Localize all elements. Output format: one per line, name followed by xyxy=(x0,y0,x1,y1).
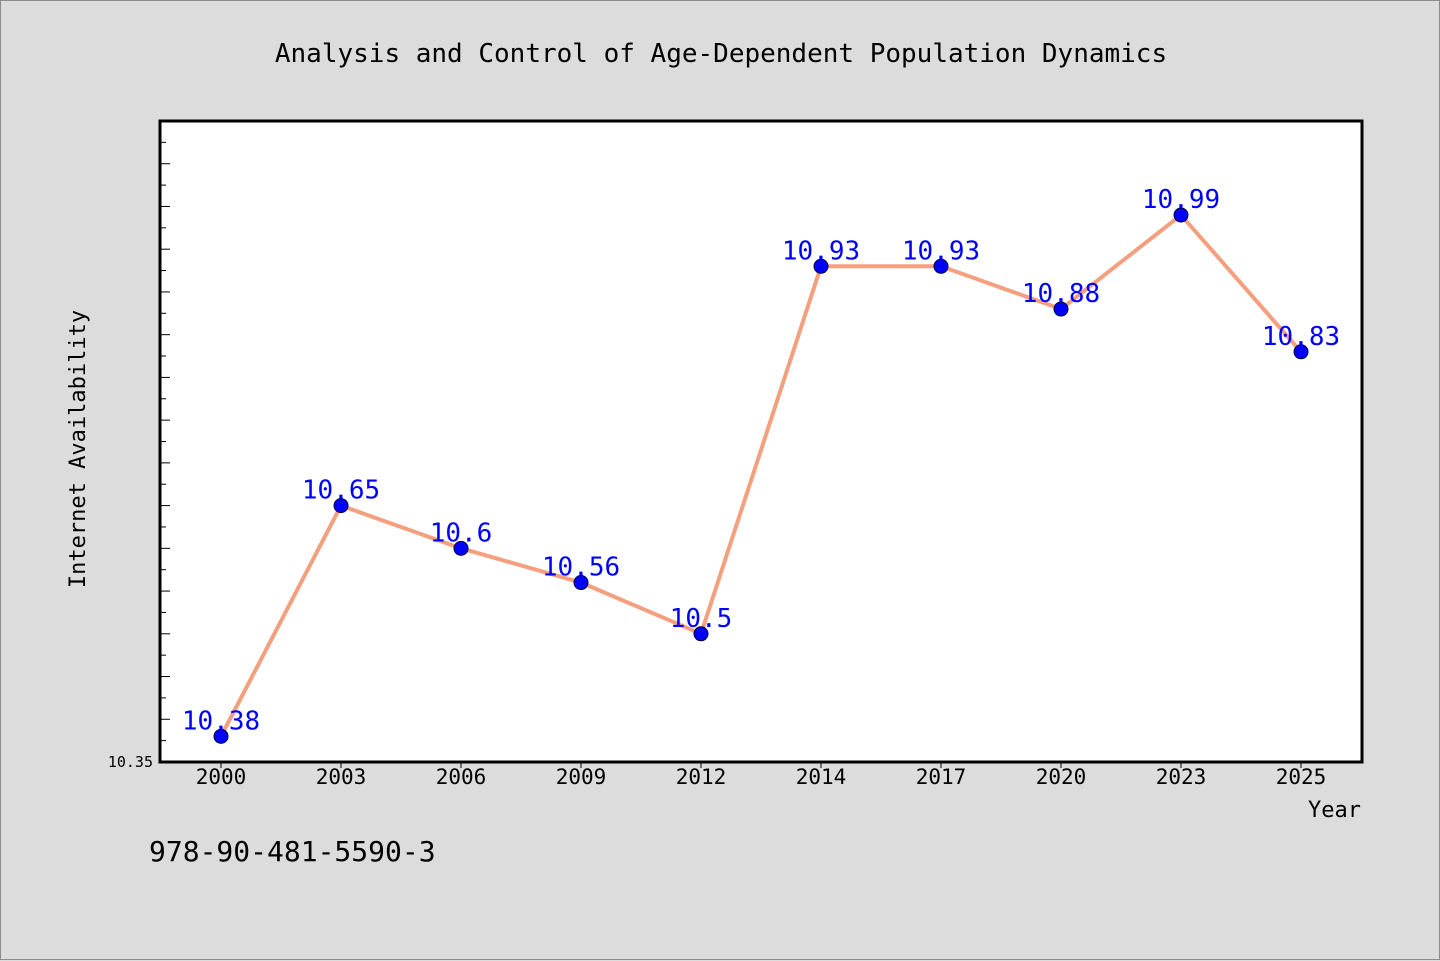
data-point xyxy=(933,258,949,274)
data-label: 10.5 xyxy=(670,604,733,634)
x-axis-label: Year xyxy=(1308,798,1361,823)
x-tick-label: 2023 xyxy=(1156,765,1207,789)
y-axis-ticks xyxy=(160,141,170,763)
data-label: 10.56 xyxy=(542,553,620,583)
data-point xyxy=(333,498,349,514)
data-point xyxy=(573,575,589,591)
y-axis-label: Internet Availability xyxy=(66,310,91,588)
x-tick-label: 2017 xyxy=(916,765,967,789)
data-label: 10.83 xyxy=(1262,322,1340,352)
series-line xyxy=(219,213,1303,738)
data-label: 10.6 xyxy=(430,518,493,548)
data-label: 10.88 xyxy=(1022,279,1100,309)
data-point xyxy=(213,728,229,744)
data-point xyxy=(1293,344,1309,360)
x-tick-label: 2020 xyxy=(1036,765,1087,789)
y-tick-label: 10.35 xyxy=(108,753,153,771)
x-axis-ticks: 2000 2003 2006 2009 2012 2014 2017 2020 2023 2025 xyxy=(196,762,1327,789)
x-tick-label: 2014 xyxy=(796,765,847,789)
x-tick-label: 2012 xyxy=(676,765,727,789)
data-point xyxy=(813,258,829,274)
data-label: 10.65 xyxy=(302,476,380,506)
x-tick-label: 2009 xyxy=(556,765,607,789)
data-point xyxy=(1053,301,1069,317)
data-point xyxy=(453,540,469,556)
isbn-text: 978-90-481-5590-3 xyxy=(149,835,436,868)
data-label: 10.93 xyxy=(782,236,860,266)
data-labels: 10.38 10.65 10.6 10.56 10.5 10.93 10.93 10.88 10… xyxy=(182,185,1340,736)
chart-title: Analysis and Control of Age-Dependent Po… xyxy=(275,39,1167,69)
data-label: 10.38 xyxy=(182,706,260,736)
data-point xyxy=(693,626,709,642)
x-tick-label: 2000 xyxy=(196,765,247,789)
x-tick-label: 2006 xyxy=(436,765,487,789)
data-label: 10.99 xyxy=(1142,185,1220,215)
data-markers xyxy=(213,207,1309,744)
x-tick-label: 2025 xyxy=(1276,765,1327,789)
data-label: 10.93 xyxy=(902,236,980,266)
data-point xyxy=(1173,207,1189,223)
x-tick-label: 2003 xyxy=(316,765,367,789)
